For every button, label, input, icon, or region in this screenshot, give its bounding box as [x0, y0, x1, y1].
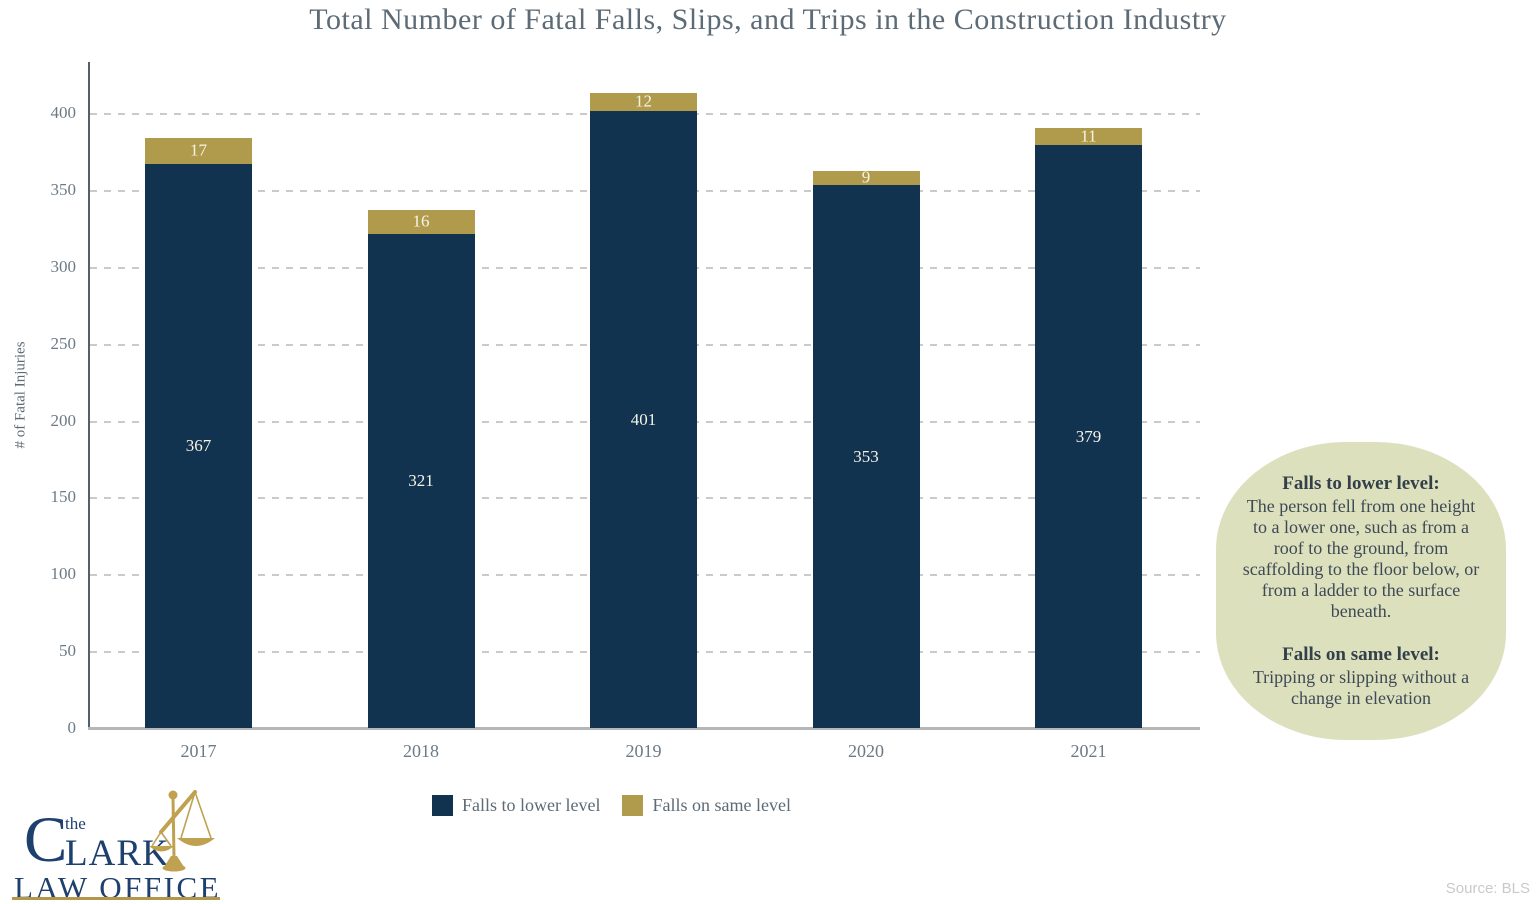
- x-axis-line: [88, 727, 1200, 730]
- stacked-bar-2019: 12 401: [590, 91, 697, 728]
- bar-value-label: 16: [412, 211, 430, 231]
- definitions-callout: Falls to lower level: The person fell fr…: [1216, 442, 1506, 740]
- segment-falls-on-same-level-2020: 9: [812, 167, 920, 187]
- segment-falls-to-lower-level-2017: 367: [145, 163, 252, 728]
- x-tick-label-2019: 2019: [625, 741, 662, 761]
- y-tick-label-50: 50: [59, 641, 76, 661]
- y-tick-label-200: 200: [50, 410, 77, 430]
- segment-falls-to-lower-level-2021: 379: [1035, 145, 1142, 728]
- stacked-bar-2018: 16 321: [367, 209, 475, 728]
- segment-falls-on-same-level-2018: 16: [367, 209, 475, 235]
- source-attribution: Source: BLS: [1445, 880, 1530, 897]
- segment-falls-on-same-level-2017: 17: [145, 137, 252, 164]
- segment-falls-to-lower-level-2020: 353: [812, 185, 920, 728]
- x-tick-label-2018: 2018: [403, 741, 439, 761]
- callout-body: The person fell from one height to a low…: [1242, 495, 1480, 622]
- bar-value-label: 11: [1080, 126, 1097, 146]
- callout-section-falls-on-same-level: Falls on same level: Tripping or slippin…: [1240, 644, 1482, 709]
- x-tick-label-2021: 2021: [1070, 741, 1107, 761]
- logo-underline: [12, 897, 220, 900]
- bar-value-label: 379: [1075, 426, 1102, 446]
- y-tick-label-150: 150: [50, 487, 77, 507]
- segment-falls-to-lower-level-2018: 321: [367, 234, 475, 728]
- callout-section-falls-to-lower-level: Falls to lower level: The person fell fr…: [1240, 473, 1482, 622]
- bar-value-label: 367: [185, 435, 212, 455]
- bar-value-label: 353: [853, 446, 879, 466]
- bar-value-label: 9: [861, 167, 871, 187]
- stacked-bar-2021: 11 379: [1035, 126, 1142, 728]
- y-tick-label-300: 300: [50, 256, 77, 276]
- y-axis-line: [88, 62, 90, 729]
- bar-value-label: 401: [630, 409, 657, 429]
- legend-swatch-navy-icon: [432, 795, 453, 816]
- bar-value-label: 17: [190, 140, 207, 160]
- legend-label: Falls to lower level: [462, 795, 601, 815]
- stacked-bar-2020: 9 353: [812, 167, 920, 728]
- callout-heading: Falls to lower level:: [1282, 472, 1440, 494]
- logo-word-the: the: [65, 814, 86, 833]
- segment-falls-to-lower-level-2019: 401: [590, 111, 697, 728]
- plot-area: 17 367 16 321 12 401 9 353 11 379: [88, 62, 1200, 730]
- y-tick-label-100: 100: [50, 564, 77, 584]
- y-tick-label-350: 350: [50, 179, 77, 199]
- y-axis-title: # of Fatal Injuries: [12, 341, 29, 449]
- stacked-bar-2017: 17 367: [145, 137, 252, 728]
- clark-law-office-logo: the C LARK LAW OFFICE: [10, 782, 250, 904]
- callout-body: Tripping or slipping without a change in…: [1252, 667, 1470, 709]
- legend-swatch-gold-icon: [622, 795, 644, 816]
- legend-item-falls-to-lower-level: Falls to lower level: [432, 795, 600, 816]
- segment-falls-on-same-level-2021: 11: [1035, 126, 1142, 146]
- legend: Falls to lower level Falls on same level: [432, 795, 791, 816]
- chart-title: Total Number of Fatal Falls, Slips, and …: [309, 3, 1227, 36]
- bar-value-label: 12: [635, 91, 652, 111]
- legend-label: Falls on same level: [652, 795, 791, 815]
- bar-value-label: 321: [408, 471, 434, 491]
- x-tick-label-2017: 2017: [180, 741, 217, 761]
- segment-falls-on-same-level-2019: 12: [590, 91, 697, 112]
- y-tick-label-0: 0: [67, 718, 77, 737]
- logo-initial-c: C: [24, 804, 68, 876]
- scales-of-justice-icon: [149, 790, 215, 872]
- y-tick-label-250: 250: [50, 333, 77, 353]
- logo-word-lark: LARK: [65, 833, 170, 874]
- callout-heading: Falls on same level:: [1282, 644, 1440, 666]
- y-tick-label-400: 400: [50, 103, 77, 122]
- x-tick-label-2020: 2020: [848, 741, 884, 761]
- legend-item-falls-on-same-level: Falls on same level: [622, 795, 791, 816]
